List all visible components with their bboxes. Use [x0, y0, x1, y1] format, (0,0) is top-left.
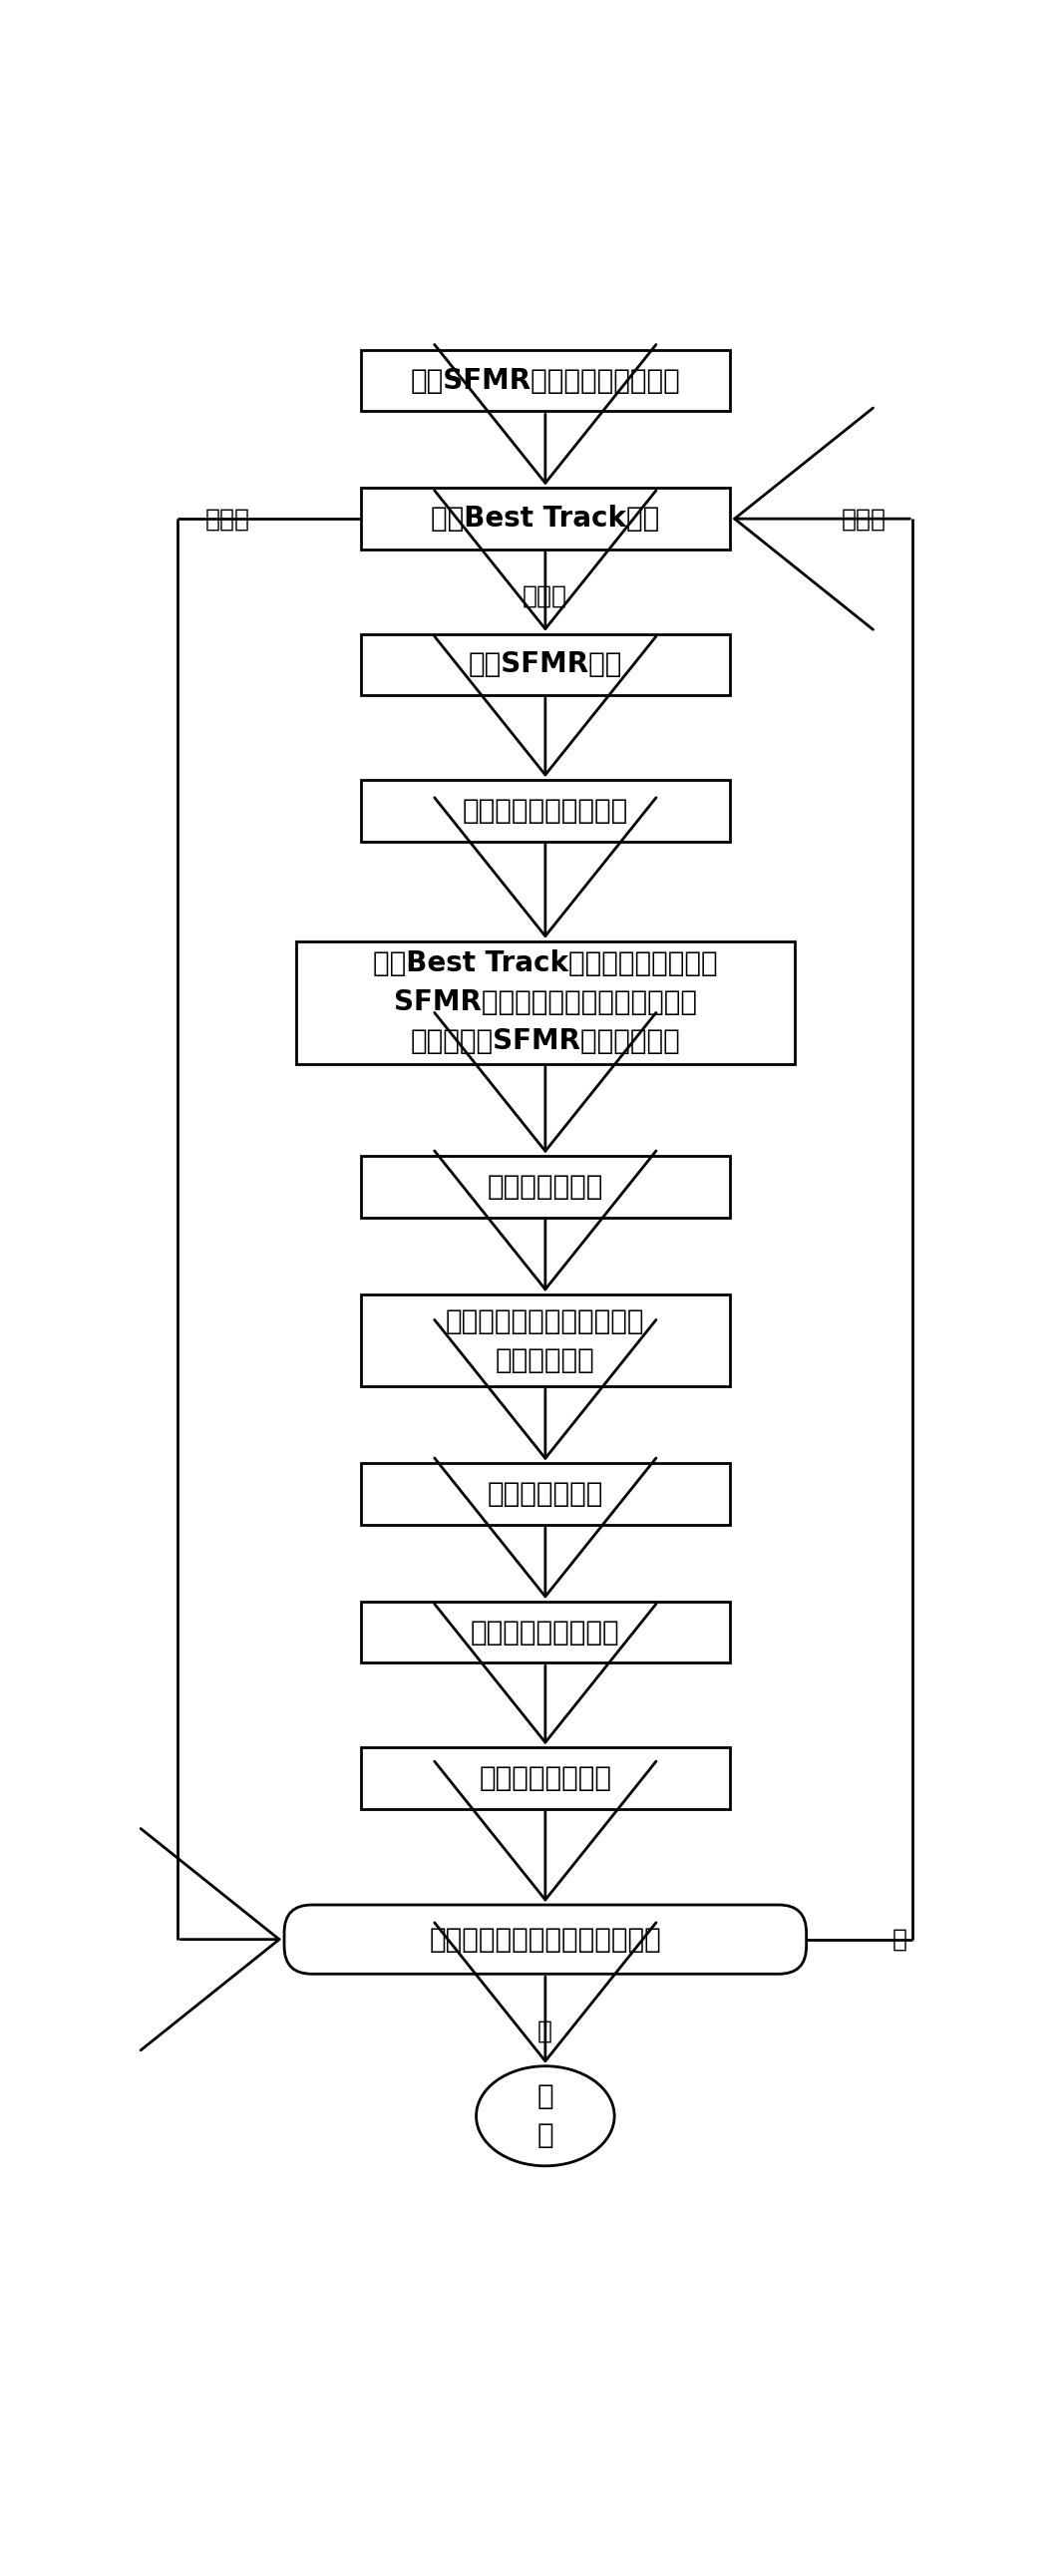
Bar — [361, 1157, 730, 1218]
Bar — [361, 781, 730, 842]
Bar — [361, 1747, 730, 1808]
Bar — [361, 1602, 730, 1664]
Bar — [361, 487, 730, 549]
Text: 有数据: 有数据 — [522, 585, 567, 608]
Ellipse shape — [477, 2066, 614, 2166]
Text: 是否已计算所有热带气旋及日期: 是否已计算所有热带气旋及日期 — [429, 1924, 662, 1953]
Text: 识别最大风速半径: 识别最大风速半径 — [479, 1765, 612, 1793]
Text: 读取SFMR数据: 读取SFMR数据 — [468, 652, 622, 677]
Bar — [296, 940, 795, 1064]
Bar — [361, 634, 730, 696]
Text: 结
束: 结 束 — [537, 2081, 553, 2148]
Bar — [361, 350, 730, 412]
Text: 删去飞机起降过程数据: 删去飞机起降过程数据 — [463, 796, 628, 824]
Text: 时空平均获得热带气旋风速
水平变化曲线: 时空平均获得热带气旋风速 水平变化曲线 — [446, 1306, 645, 1373]
Bar — [361, 1293, 730, 1386]
Text: 根据Best Track热带气旋中心位置将
SFMR数据转化成观测时间、距台风
中心距离、SFMR风的三维数组: 根据Best Track热带气旋中心位置将 SFMR数据转化成观测时间、距台风 … — [373, 951, 717, 1056]
Text: 确定SFMR观测热带气旋及日期: 确定SFMR观测热带气旋及日期 — [411, 366, 680, 394]
Text: 下一日: 下一日 — [841, 507, 886, 531]
Text: 识别七级、十级风圈: 识别七级、十级风圈 — [470, 1618, 620, 1646]
Bar — [361, 1463, 730, 1525]
Text: 是: 是 — [537, 2020, 552, 2043]
Text: 读取Best Track数据: 读取Best Track数据 — [431, 505, 660, 533]
Text: 删去低质量数据: 删去低质量数据 — [487, 1481, 603, 1507]
FancyBboxPatch shape — [284, 1904, 807, 1973]
Text: 否: 否 — [892, 1927, 907, 1953]
Text: 删去低质量数据: 删去低质量数据 — [487, 1172, 603, 1200]
Text: 无数据: 无数据 — [204, 507, 250, 531]
